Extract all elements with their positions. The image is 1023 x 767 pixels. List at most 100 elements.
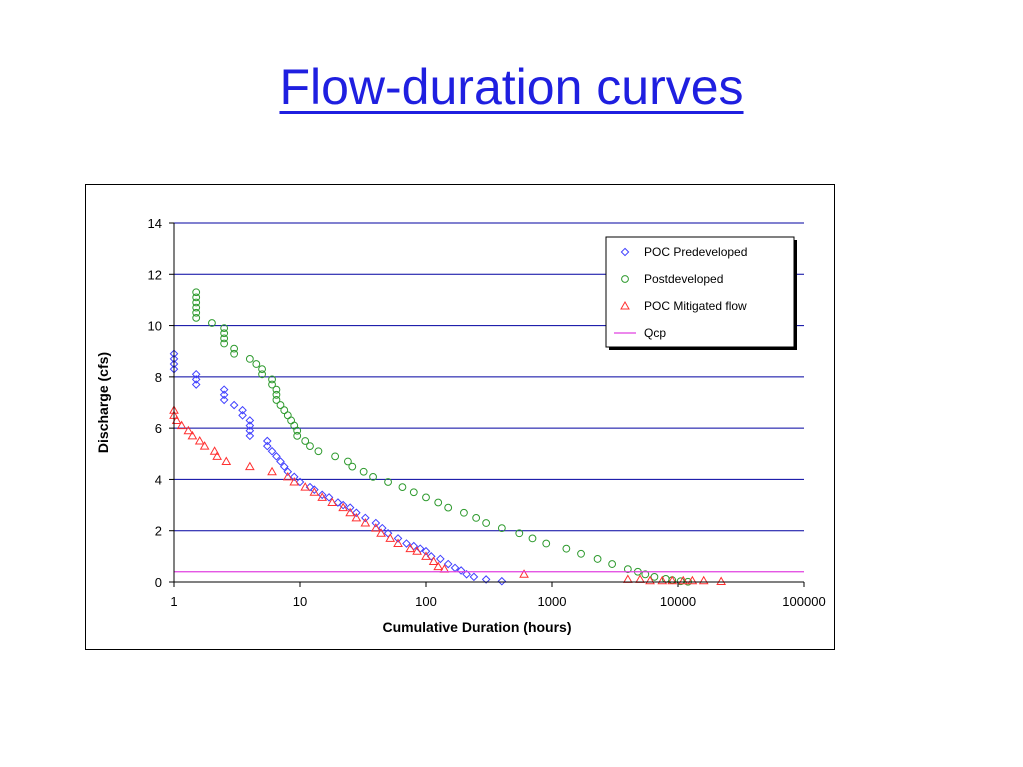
poc-predeveloped-point: [338, 500, 348, 510]
axis-layer: 0 2 4 6 8 10 12 14 1 10 100 1000 10000 100000 Cumulati…: [95, 216, 826, 635]
legend-label: POC Predeveloped: [644, 245, 747, 259]
poc-mitigated-flow-point: [176, 420, 187, 430]
poc-predeveloped-point: [191, 375, 201, 384]
x-tick-label: 100000: [782, 594, 825, 609]
poc-mitigated-flow-point: [376, 528, 386, 537]
legend-label: Qcp: [644, 326, 666, 340]
postdeveloped-point: [276, 401, 285, 409]
poc-mitigated-flow-point: [370, 523, 381, 532]
poc-mitigated-flow-point: [345, 507, 356, 517]
poc-predeveloped-point: [283, 467, 293, 477]
legend-swatch: [620, 300, 630, 310]
poc-mitigated-flow-point: [194, 435, 205, 445]
postdeveloped-point: [268, 380, 276, 389]
poc-predeveloped-point: [462, 570, 471, 579]
poc-mitigated-flow-point: [327, 497, 338, 507]
postdeveloped-point: [293, 426, 302, 435]
x-axis-title: Cumulative Duration (hours): [382, 619, 571, 635]
postdeveloped-point: [344, 457, 352, 466]
poc-predeveloped-point: [219, 385, 229, 394]
poc-predeveloped-point: [361, 513, 370, 523]
x-tick-label: 10000: [660, 594, 696, 609]
poc-predeveloped-point: [279, 462, 289, 471]
postdeveloped-point: [230, 349, 239, 358]
postdeveloped-point: [272, 390, 281, 399]
y-tick-label: 0: [155, 575, 162, 590]
postdeveloped-point: [268, 375, 276, 384]
postdeveloped-point: [497, 524, 506, 533]
y-tick-label: 8: [155, 370, 162, 385]
poc-predeveloped-point: [310, 485, 319, 494]
poc-mitigated-flow-point: [667, 575, 678, 585]
postdeveloped-point: [641, 570, 650, 579]
poc-predeveloped-point: [238, 405, 247, 415]
poc-predeveloped-point: [317, 490, 327, 500]
postdeveloped-point: [542, 539, 551, 548]
poc-mitigated-flow-point: [678, 575, 689, 585]
poc-mitigated-flow-point: [360, 518, 371, 527]
postdeveloped-point: [384, 478, 392, 486]
poc-predeveloped-point: [345, 503, 355, 512]
postdeveloped-point: [444, 503, 453, 512]
postdeveloped-point: [562, 544, 571, 553]
y-tick-label: 6: [155, 421, 162, 436]
poc-mitigated-flow-point: [405, 543, 416, 553]
postdeveloped-point: [252, 360, 261, 368]
poc-predeveloped-point: [219, 390, 229, 400]
postdeveloped-point: [306, 442, 314, 450]
y-tick-label: 12: [148, 267, 162, 282]
legend-label: Postdeveloped: [644, 272, 723, 286]
poc-mitigated-flow-point: [209, 446, 220, 455]
postdeveloped-point: [301, 437, 310, 445]
postdeveloped-point: [577, 549, 585, 558]
legend-box: [605, 236, 795, 348]
postdeveloped-point: [258, 365, 266, 374]
postdeveloped-point: [460, 508, 468, 517]
postdeveloped-point: [272, 396, 281, 404]
poc-mitigated-flow-point: [317, 492, 328, 501]
postdeveloped-point: [192, 298, 201, 307]
postdeveloped-point: [348, 462, 357, 471]
poc-predeveloped-point: [245, 431, 255, 441]
poc-predeveloped-point: [426, 552, 436, 561]
poc-predeveloped-point: [383, 528, 393, 538]
x-tick-label: 100: [415, 594, 437, 609]
postdeveloped-point: [528, 534, 537, 543]
legend-swatch: [620, 247, 630, 257]
x-tick-label: 1: [170, 594, 177, 609]
postdeveloped-point: [369, 472, 377, 481]
poc-mitigated-flow-point: [412, 546, 422, 555]
poc-predeveloped-point: [245, 426, 255, 436]
postdeveloped-point: [258, 370, 266, 379]
postdeveloped-point: [409, 488, 418, 497]
poc-mitigated-flow-point: [300, 482, 311, 491]
poc-mitigated-flow-point: [393, 538, 403, 548]
poc-mitigated-flow-point: [519, 569, 529, 578]
poc-predeveloped-point: [295, 477, 305, 487]
series-layer: [169, 288, 804, 586]
y-tick-label: 4: [155, 472, 162, 487]
postdeveloped-point: [422, 493, 430, 502]
poc-mitigated-flow-point: [171, 415, 182, 424]
postdeveloped-point: [220, 334, 229, 343]
x-tick-label: 10: [293, 594, 307, 609]
poc-mitigated-flow-point: [716, 576, 727, 585]
y-tick-label: 10: [148, 319, 162, 334]
poc-predeveloped-point: [333, 498, 343, 507]
postdeveloped-point: [287, 416, 296, 425]
postdeveloped-point: [192, 288, 201, 297]
y-tick-label: 14: [148, 216, 162, 231]
y-tick-label: 2: [155, 524, 162, 539]
poc-predeveloped-point: [393, 534, 403, 543]
poc-predeveloped-point: [276, 457, 285, 466]
poc-mitigated-flow-point: [187, 430, 198, 440]
grid-layer: [174, 222, 804, 532]
poc-predeveloped-point: [191, 380, 201, 389]
poc-predeveloped-point: [289, 472, 299, 482]
poc-predeveloped-point: [219, 395, 229, 405]
postdeveloped-point: [220, 324, 229, 333]
postdeveloped-point: [623, 565, 632, 574]
postdeveloped-point: [220, 339, 229, 348]
postdeveloped-point: [482, 519, 491, 527]
poc-predeveloped-point: [245, 421, 255, 430]
